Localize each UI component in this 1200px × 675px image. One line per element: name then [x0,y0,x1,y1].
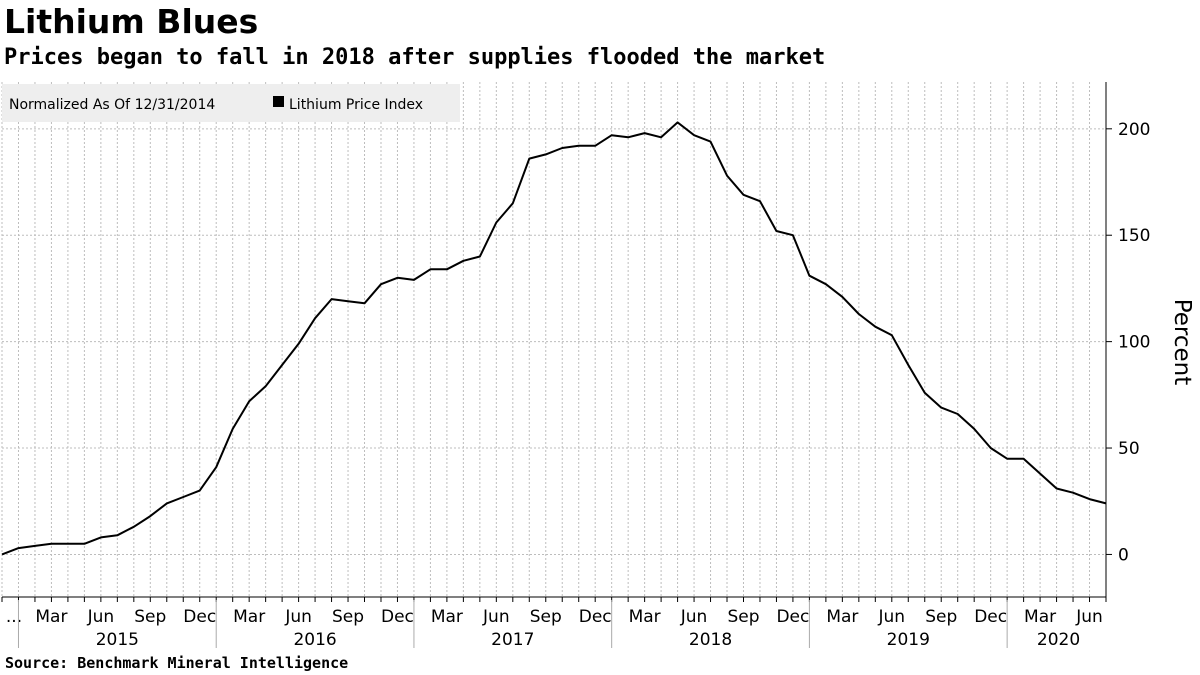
y-tick-labels: 0 50 100 150 200 [1118,120,1150,566]
x-tick-label: Jun [482,607,510,627]
x-tick-label: Dec [183,607,216,627]
vertical-gridlines [1,82,1107,597]
x-tick-label: Sep [332,607,364,627]
legend: Normalized As Of 12/31/2014 Lithium Pric… [2,84,460,122]
x-tick-label: Mar [431,607,463,627]
x-tick-label: ... [6,607,22,627]
year-labels: 2015 2016 2017 2018 2019 2020 [17,600,1080,650]
y-tick-label: 100 [1118,333,1150,353]
legend-note: Normalized As Of 12/31/2014 [9,97,215,113]
x-tick-label: Dec [776,607,809,627]
x-tick-label: Jun [284,607,312,627]
series-group [1,121,1107,556]
year-label: 2015 [96,630,139,650]
x-tick-label: Jun [87,607,115,627]
x-tick-label: Jun [1075,607,1103,627]
chart-subtitle: Prices began to fall in 2018 after suppl… [4,45,826,70]
legend-series-label: Lithium Price Index [289,97,423,113]
x-tick-label: Mar [826,607,858,627]
x-tick-label: Sep [530,607,562,627]
y-axis-label: Percent [1169,299,1195,386]
x-tick-label: Dec [579,607,612,627]
series-line-lithium-price-index [1,121,1107,556]
axes [1,82,1107,602]
legend-background [2,84,460,122]
x-tick-labels: ... Mar Jun Sep Dec Mar Jun Sep Dec Mar Jun Sep Dec M… [6,607,1103,627]
x-tick-label: Sep [925,607,957,627]
x-tick-label: Mar [35,607,67,627]
y-tick-label: 0 [1118,545,1129,565]
year-label: 2016 [293,630,336,650]
x-tick-label: Sep [134,607,166,627]
x-tick-label: Jun [680,607,708,627]
x-tick-label: Dec [381,607,414,627]
x-tick-label: Mar [1024,607,1056,627]
year-label: 2018 [689,630,732,650]
year-label: 2017 [491,630,534,650]
chart-title: Lithium Blues [4,2,259,41]
horizontal-gridlines [2,128,1112,555]
x-tick-label: Mar [629,607,661,627]
year-label: 2019 [887,630,930,650]
y-tick-label: 150 [1118,226,1150,246]
y-tick-label: 200 [1118,120,1150,140]
source-note: Source: Benchmark Mineral Intelligence [5,654,349,672]
x-tick-label: Jun [878,607,906,627]
y-tick-label: 50 [1118,439,1140,459]
year-label: 2020 [1037,630,1080,650]
legend-swatch [273,96,284,107]
x-tick-label: Dec [974,607,1007,627]
x-tick-label: Mar [233,607,265,627]
x-tick-label: Sep [727,607,759,627]
